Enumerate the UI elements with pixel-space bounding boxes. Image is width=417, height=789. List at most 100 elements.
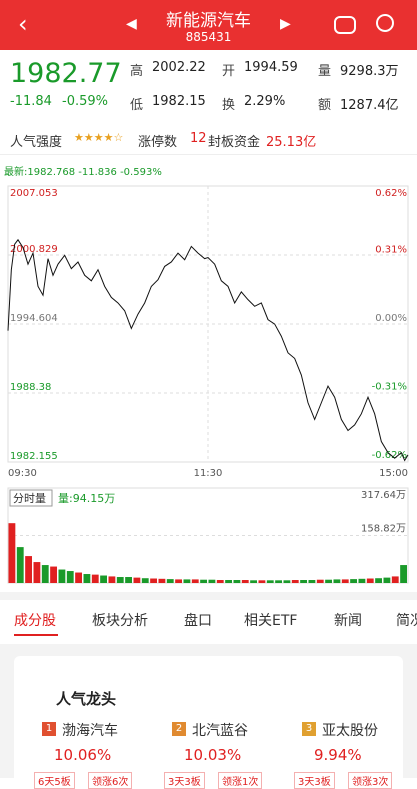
volume-bar xyxy=(133,577,141,583)
x-tick-label: 15:00 xyxy=(379,468,408,479)
volume-bar xyxy=(150,578,157,583)
robot-icon[interactable] xyxy=(334,16,356,34)
volume-bar xyxy=(116,577,124,583)
stars: ★★★★☆ xyxy=(74,131,124,144)
prev-arrow[interactable]: ◀ xyxy=(126,16,137,32)
volume-bar xyxy=(58,569,66,583)
leaders-panel: 人气龙头 1 渤海汽车 10.06% 6天5板 领涨6次 2 北汽蓝谷 10.03% 3天3板领… xyxy=(14,656,403,789)
stock-pct: 9.94% xyxy=(314,746,362,764)
volume-bar xyxy=(25,556,32,583)
volume-bar xyxy=(258,580,266,583)
volume-bar xyxy=(358,578,366,583)
rank-badge: 3 xyxy=(302,722,316,736)
stat-label: 换 xyxy=(222,98,236,113)
popularity-label: 人气强度 xyxy=(10,135,63,150)
y-tick-label: 2000.829 xyxy=(10,244,58,255)
tab[interactable]: 盘口 xyxy=(184,613,212,629)
price: 1982.77 xyxy=(10,58,122,89)
volume-bar xyxy=(100,575,107,583)
volume-bar xyxy=(275,580,282,583)
seal-label: 封板资金 xyxy=(208,135,261,150)
stock-name: 亚太股份 xyxy=(322,723,378,739)
volume-bar xyxy=(108,576,116,583)
y2-tick-label: 0.62% xyxy=(375,188,407,199)
intraday-chart: 2007.053 2000.829 1994.604 1988.38 1982.155 0… xyxy=(0,185,417,600)
stat-label: 量 xyxy=(318,64,332,79)
volume-bar xyxy=(383,577,391,583)
volume-bar xyxy=(291,580,299,583)
leaders-card: 人气龙头 1 渤海汽车 10.06% 6天5板 领涨6次 2 北汽蓝谷 10.03% 3天3板领… xyxy=(0,644,417,789)
limit-up-label: 涨停数 xyxy=(138,135,178,150)
y2-tick-label: 0.00% xyxy=(375,313,407,324)
volume-tick-label: 317.64万 xyxy=(361,490,406,501)
volume-bar xyxy=(250,580,257,583)
stock-pct: 10.03% xyxy=(184,746,242,764)
volume-label: 分时量 xyxy=(13,492,46,505)
stat-value: 1994.59 xyxy=(244,60,298,75)
stat-value: 2002.22 xyxy=(152,60,206,75)
stat-label: 低 xyxy=(130,98,144,113)
header: ‹ ◀ 新能源汽车 885431 ▶ xyxy=(0,0,417,50)
latest-change: -11.836 xyxy=(78,167,117,178)
tab[interactable]: 新闻 xyxy=(334,613,362,629)
stat-value: 9298.3万 xyxy=(340,64,399,79)
stock-pct: 10.06% xyxy=(54,746,112,764)
volume-bar xyxy=(141,578,149,583)
stat-value: 1287.4亿 xyxy=(340,98,399,113)
volume-bar xyxy=(400,565,407,583)
stat-value: 1982.15 xyxy=(152,94,206,109)
y2-tick-label: -0.31% xyxy=(372,382,407,393)
volume-bar xyxy=(391,576,399,583)
volume-bar xyxy=(300,580,307,583)
volume-bar xyxy=(75,572,82,583)
volume-bar xyxy=(191,579,199,583)
volume-bar xyxy=(225,580,232,583)
tab[interactable]: 板块分析 xyxy=(92,613,148,629)
volume-label-box xyxy=(9,489,53,507)
volume-bar xyxy=(166,579,174,583)
next-arrow[interactable]: ▶ xyxy=(280,16,291,32)
volume-bar xyxy=(158,578,166,583)
search-icon[interactable] xyxy=(376,14,394,32)
volume-current: 量:94.15万 xyxy=(58,492,115,505)
tab[interactable]: 成分股 xyxy=(14,613,56,629)
y-tick-label: 1982.155 xyxy=(10,451,58,462)
latest: 最新:1982.768 -11.836 -0.593% xyxy=(4,163,162,178)
divider xyxy=(0,154,417,155)
latest-pct: -0.593% xyxy=(120,167,162,178)
stat-label: 高 xyxy=(130,64,144,79)
change: -11.84 xyxy=(10,94,52,109)
volume-bar xyxy=(66,571,74,583)
tab[interactable]: 相关ETF xyxy=(244,613,298,629)
tab[interactable]: 简况 xyxy=(396,613,417,629)
volume-bar xyxy=(241,580,249,583)
stock-name: 渤海汽车 xyxy=(62,723,118,739)
y2-tick-label: 0.31% xyxy=(375,244,407,255)
volume-bar xyxy=(333,579,341,583)
volume-bar xyxy=(308,580,316,583)
x-tick-label: 09:30 xyxy=(8,468,37,479)
y2-tick-label: -0.62% xyxy=(372,450,407,461)
leaders-title: 人气龙头 xyxy=(56,690,117,708)
rank-badge: 2 xyxy=(172,722,186,736)
back-button[interactable]: ‹ xyxy=(18,10,28,38)
volume-bar xyxy=(216,580,224,583)
volume-tick-label: 158.82万 xyxy=(361,524,406,535)
volume-bar xyxy=(50,566,57,583)
limit-up: 12 xyxy=(190,131,207,146)
code: 885431 xyxy=(185,30,232,44)
volume-bar xyxy=(183,579,191,583)
change-pct: -0.59% xyxy=(62,94,108,109)
y-tick-label: 1988.38 xyxy=(10,382,51,393)
tab-underline xyxy=(14,634,58,636)
volume-bar xyxy=(283,580,291,583)
x-tick-label: 11:30 xyxy=(194,468,223,479)
days-tag: 3天3板 xyxy=(294,772,335,789)
volume-bar xyxy=(16,547,24,583)
volume-bar xyxy=(375,578,382,583)
price-line xyxy=(7,238,409,462)
lead-tag: 领涨1次 xyxy=(218,772,263,789)
rank-badge: 1 xyxy=(42,722,56,736)
stat-value: 2.29% xyxy=(244,94,286,109)
